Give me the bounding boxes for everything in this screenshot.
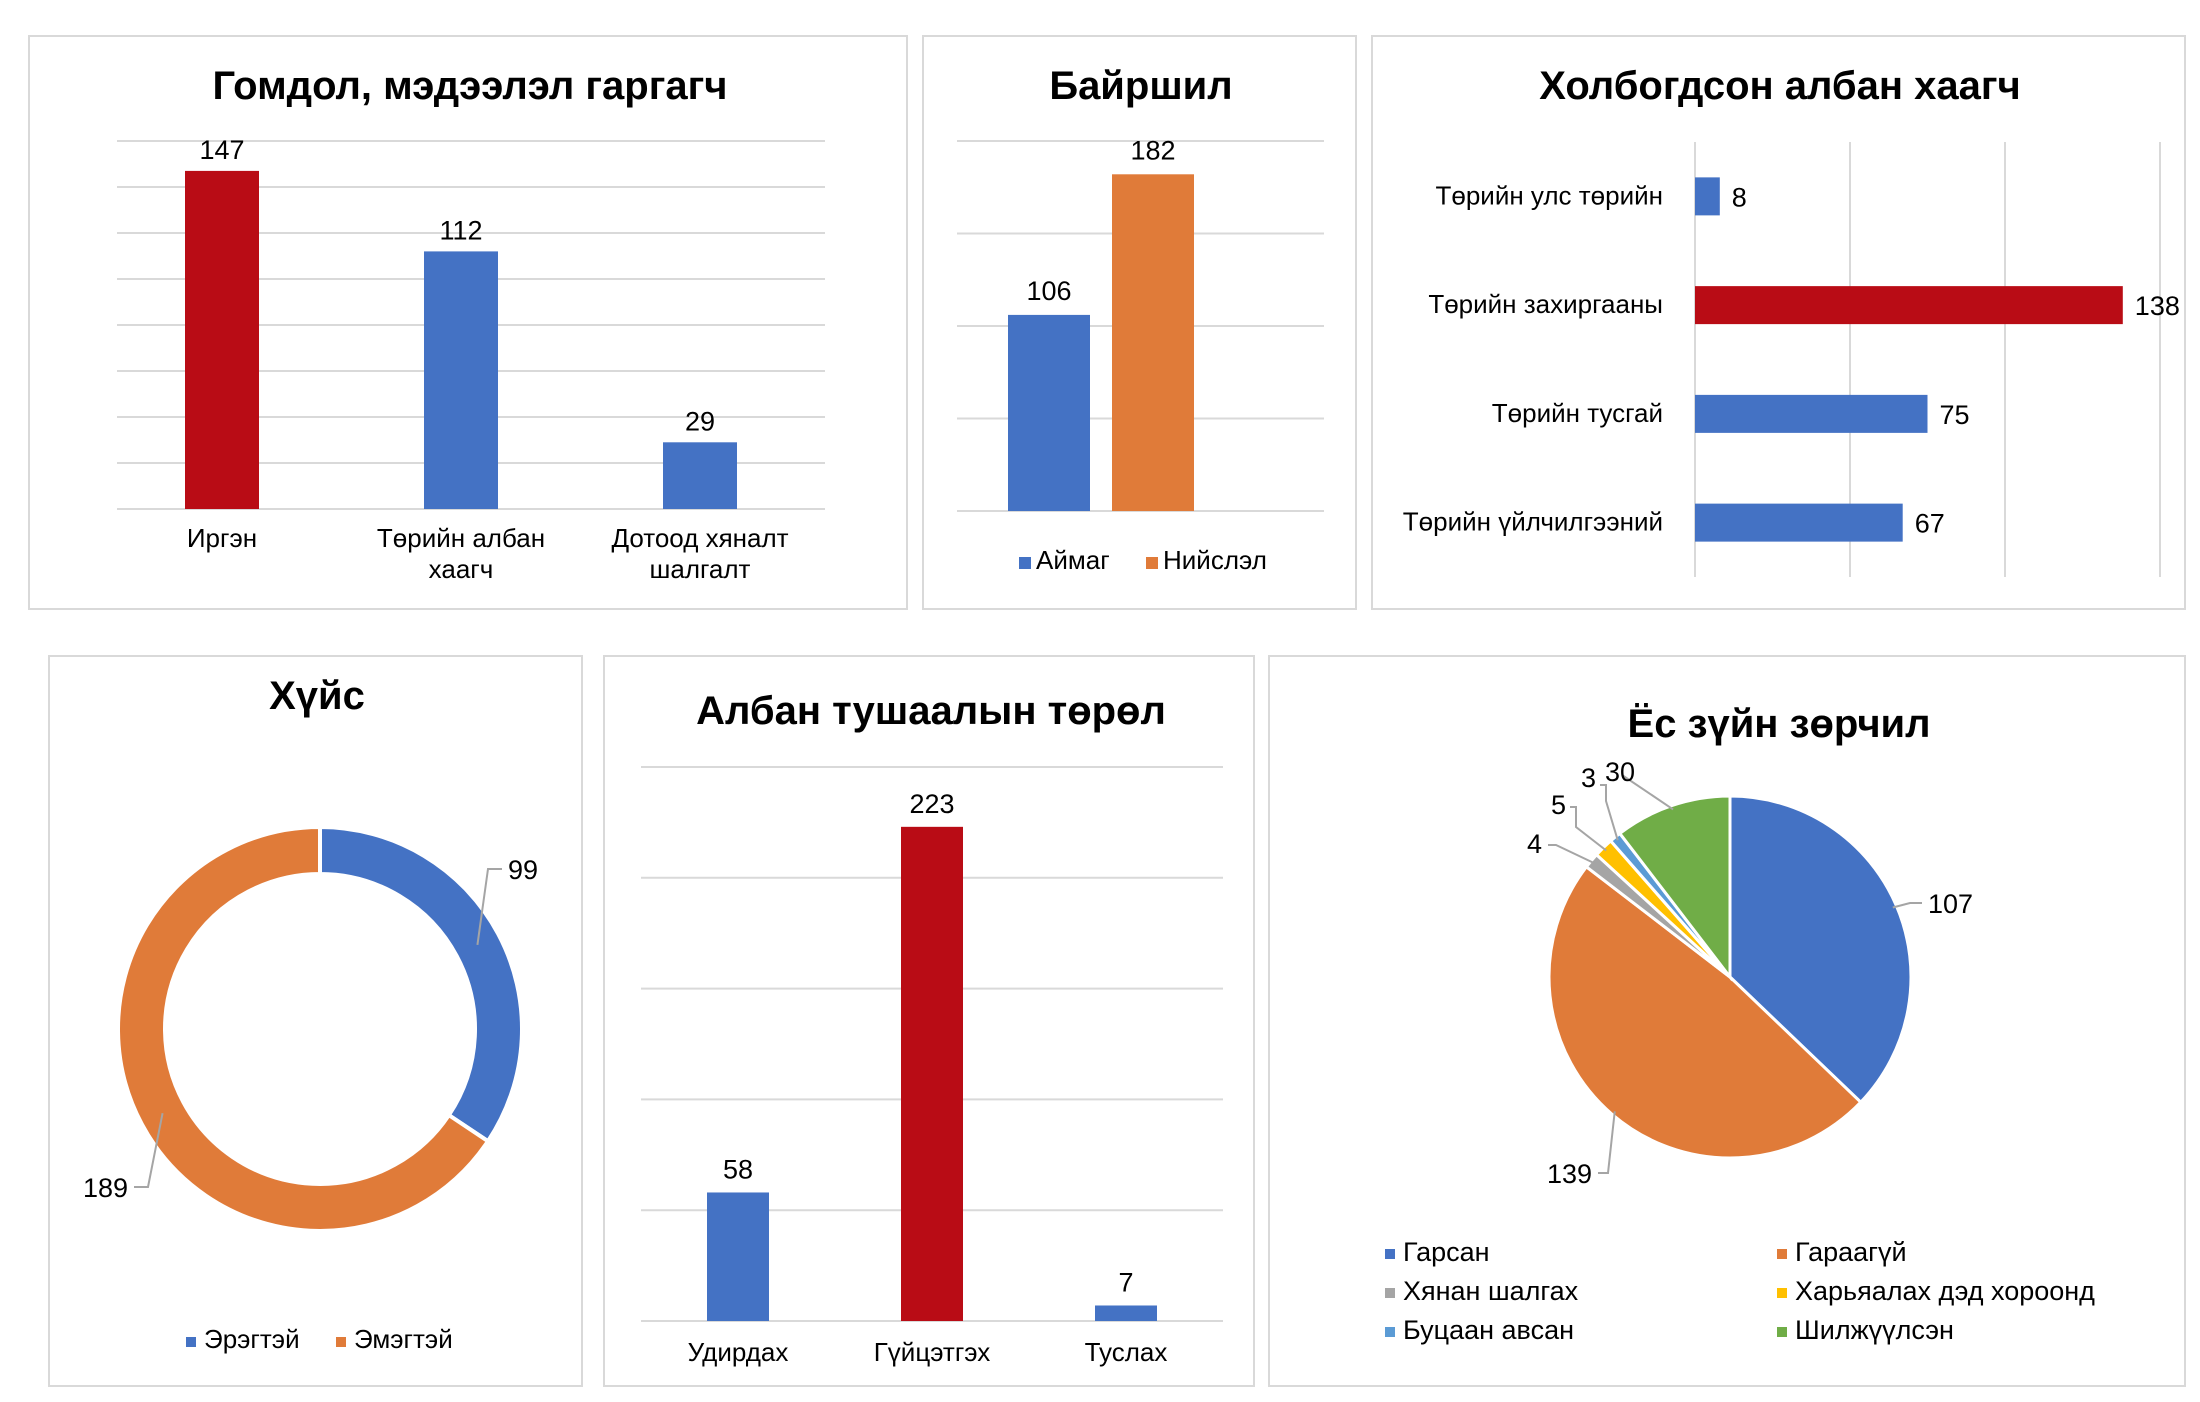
legend-swatch [1385,1288,1395,1298]
legend-swatch [1019,557,1031,569]
legend-label: Эмэгтэй [354,1324,453,1354]
data-label: 7 [1118,1267,1133,1297]
leader-line [476,868,502,945]
category-label: Төрийн тусгай [1492,398,1663,428]
category-label: Дотоод хяналт [611,523,788,553]
related-officer-bar-chart: Холбогдсон албан хаагч 8 Төрийн улс төрийн… [1403,64,2180,577]
ethics-violation-pie-chart: Ёс зүйн зөрчил 107 139 453 30 Гарсан Гараагүй Х… [1385,702,2095,1345]
category-label: Төрийн захиргааны [1428,289,1663,319]
data-label: 138 [2135,291,2180,321]
bar [707,1192,769,1321]
data-label: 189 [83,1173,128,1203]
complainant-bar-chart: Гомдол, мэдээлэл гаргагч 147 Иргэн 112 Төрий… [117,64,825,584]
legend-label: Гарсан [1403,1237,1490,1267]
data-label: 75 [1940,400,1970,430]
legend-swatch [336,1337,346,1347]
data-label: 5 [1551,790,1566,820]
bar [1695,177,1720,216]
legend-label: Хянан шалгах [1403,1276,1579,1306]
bar [1008,314,1090,511]
bar [663,442,737,509]
leader-line [1598,1111,1616,1174]
data-label: 139 [1547,1159,1592,1189]
legend-swatch [1385,1327,1395,1337]
pie-slice [1617,794,1732,982]
legend-label: Буцаан авсан [1403,1315,1574,1345]
data-label: 106 [1026,276,1071,306]
category-label: Туслах [1085,1337,1168,1367]
legend-label: Харьяалах дэд хороонд [1795,1276,2095,1306]
bar [1695,286,2123,325]
chart-ethics-violation: Ёс зүйн зөрчил 107 139 4 5 3 30 Гарсан Гараагүй Х… [1268,655,2186,1387]
chart-title: Гомдол, мэдээлэл гаргагч [213,64,728,108]
category-label: Гүйцэтгэх [874,1337,991,1367]
category-label: Удирдах [688,1337,789,1367]
data-label: 107 [1928,889,1973,919]
legend-swatch [186,1337,196,1347]
legend-label: Аймаг [1036,545,1110,575]
location-bar-chart: Байршил 106 182 Аймаг Нийслэл [957,64,1324,575]
chart-title: Холбогдсон албан хаагч [1539,64,2021,108]
leader-line [1600,784,1619,841]
pie-slice [1547,864,1863,1160]
data-label: 4 [1527,829,1542,859]
data-label: 8 [1732,182,1747,212]
legend-swatch [1777,1249,1787,1259]
data-label: 112 [439,215,482,245]
data-label: 3 [1581,763,1596,793]
bar [1695,394,1928,433]
chart-related-officer: Холбогдсон албан хаагч 8 Төрийн улс төрийн… [1371,35,2186,610]
category-label: Төрийн улс төрийн [1436,180,1664,210]
chart-title: Байршил [1049,64,1232,108]
chart-gender: Хүйс 99 189 Эрэгтэй Эмэгтэй [48,655,583,1387]
category-label: Төрийн үйлчилгээний [1403,507,1663,537]
bar [1095,1305,1157,1321]
leader-line [134,1112,164,1188]
chart-location: Байршил 106 182 Аймаг Нийслэл [922,35,1357,610]
data-label: 99 [508,855,538,885]
category-label: шалгалт [650,554,751,584]
leader-line [1892,902,1922,909]
data-label: 30 [1605,757,1635,787]
chart-complainant: Гомдол, мэдээлэл гаргагч 147 Иргэн 112 Төрий… [28,35,908,610]
chart-position-type: Албан тушаалын төрөл 58 Удирдах 223 Гүйцэтгэ… [603,655,1255,1387]
legend-label: Гараагүй [1795,1237,1907,1267]
legend-swatch [1777,1327,1787,1337]
data-label: 29 [685,406,715,436]
legend-swatch [1146,557,1158,569]
leader-line [1621,774,1674,811]
chart-title: Ёс зүйн зөрчил [1627,702,1930,746]
bar [901,826,963,1321]
bar [1112,174,1194,512]
gender-donut-chart: Хүйс 99 189 Эрэгтэй Эмэгтэй [83,674,538,1354]
legend-label: Нийслэл [1163,545,1267,575]
data-label: 67 [1915,509,1945,539]
position-type-bar-chart: Албан тушаалын төрөл 58 Удирдах 223 Гүйцэтгэ… [641,689,1223,1367]
category-label: Иргэн [187,523,257,553]
data-label: 223 [909,789,954,819]
bar [1695,503,1903,542]
chart-title: Албан тушаалын төрөл [696,689,1166,733]
bar [424,251,498,509]
category-label: Төрийн албан [377,523,545,553]
leader-line [1548,844,1595,865]
legend-swatch [1385,1249,1395,1259]
data-label: 182 [1130,135,1175,165]
legend-label: Шилжүүлсэн [1795,1315,1954,1345]
donut-slice [318,824,524,1145]
legend-swatch [1777,1288,1787,1298]
leader-line [1570,806,1607,852]
legend-label: Эрэгтэй [204,1324,300,1354]
donut-slice [116,824,491,1233]
bar [185,170,259,509]
data-label: 147 [199,135,244,165]
category-label: хаагч [429,554,494,584]
chart-title: Хүйс [269,674,365,718]
data-label: 58 [723,1154,753,1184]
